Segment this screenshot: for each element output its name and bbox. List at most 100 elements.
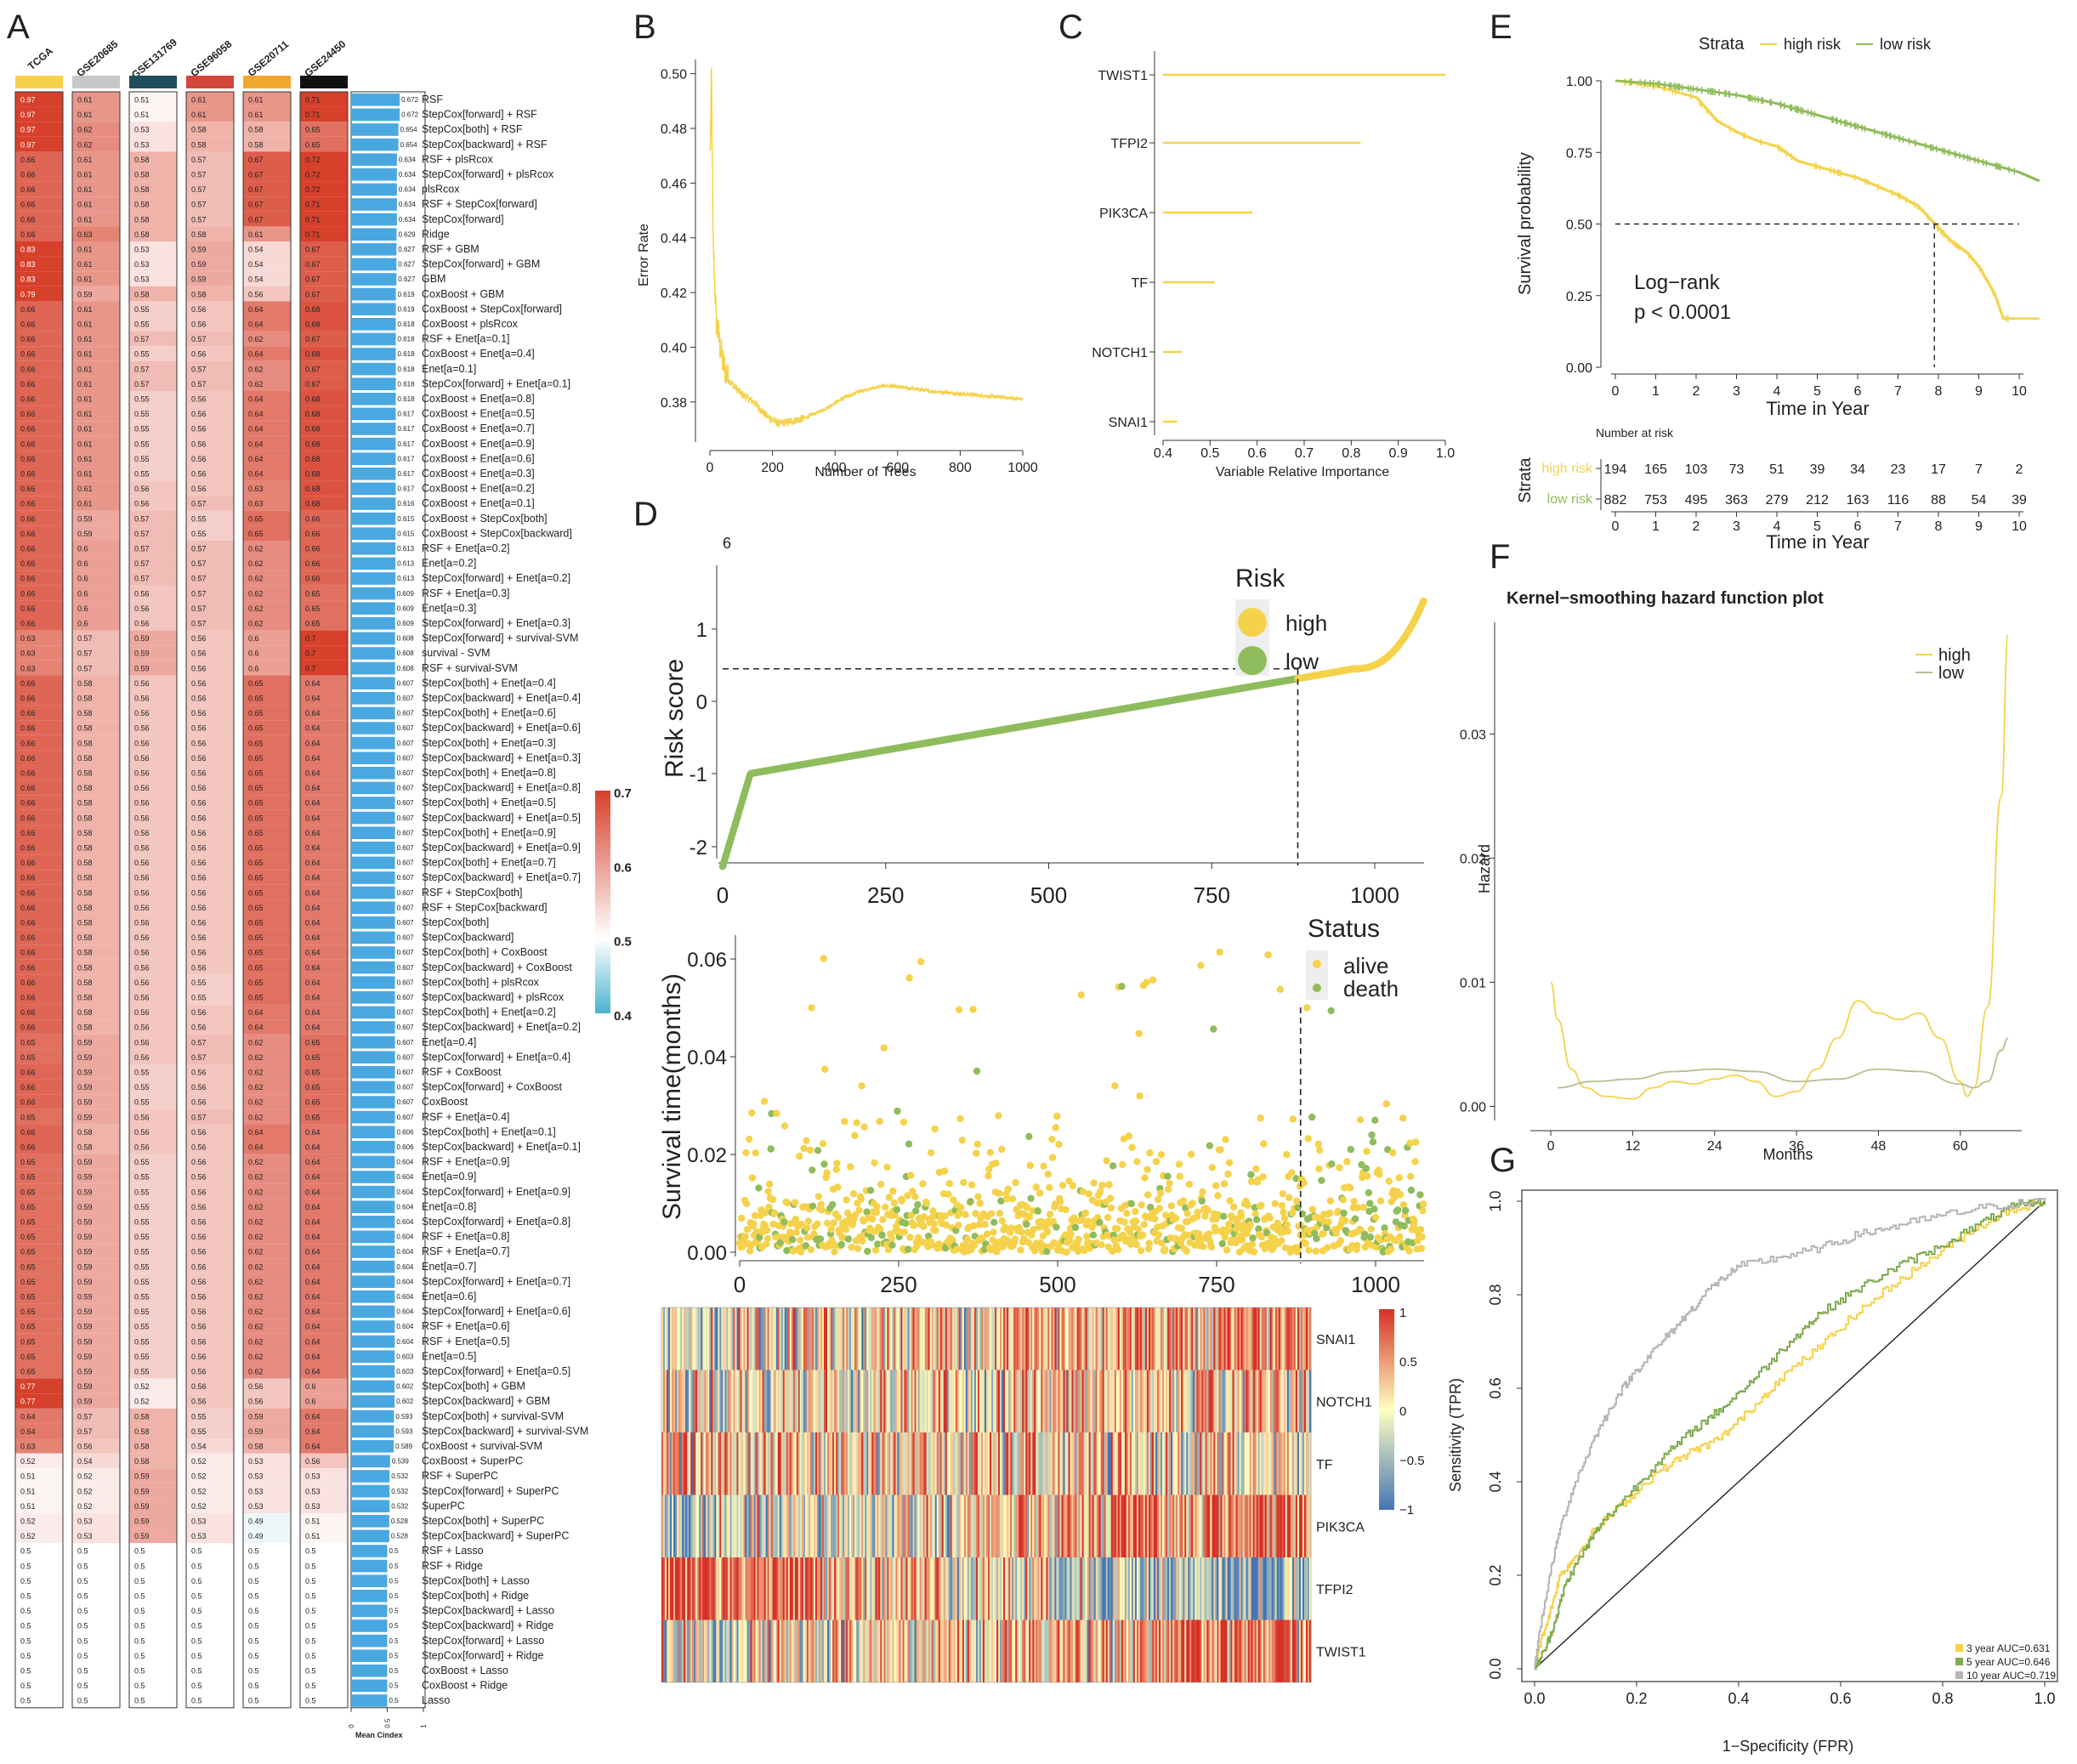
heat-cell [72,720,120,735]
cell-value: 0.52 [77,1487,93,1495]
cell-value: 0.67 [248,185,264,194]
legend-label: alive [1343,953,1388,978]
survival-point [1312,1247,1319,1256]
cell-value: 0.58 [77,814,93,822]
mean-bar [351,706,395,720]
panel-d-expression-heatmap: SNAI1NOTCH1TFPIK3CATFPI2TWIST110.50−0.5−… [661,1306,1425,1683]
heat-cell [15,376,63,391]
cell-value: 0.56 [191,470,207,479]
survival-point [957,1204,965,1211]
cell-value: 0.66 [20,978,36,987]
cell-value: 0.66 [20,305,36,314]
cell-value: 0.6 [77,559,88,568]
heat-cell [15,391,63,406]
mean-bar [351,886,395,899]
cell-value: 0.56 [191,1353,207,1361]
mean-bar [351,348,396,360]
heat-cell [72,675,120,690]
heat-cell [129,1183,177,1200]
mean-value: 0.606 [397,1128,415,1136]
cell-value: 0.5 [248,1667,259,1676]
cell-value: 0.58 [77,874,93,882]
survival-point [1293,1197,1301,1205]
heat-cell [72,990,120,1005]
heat-cell [129,122,177,137]
heat-cell [72,1109,120,1125]
survival-point [1417,1245,1426,1252]
survival-point [1419,1200,1427,1208]
heat-cell [72,1408,120,1424]
cell-value: 0.5 [134,1547,145,1556]
survival-point [1224,1170,1232,1178]
survival-point [1139,1231,1147,1239]
cell-value: 0.5 [248,1592,259,1601]
cell-value: 0.65 [20,1188,36,1196]
cell-value: 0.57 [191,185,207,194]
cell-value: 0.56 [191,1008,207,1017]
cell-value: 0.5 [305,1592,316,1601]
cell-value: 0.68 [305,320,321,329]
y-tick-label: 0.02 [687,1144,727,1167]
heat-cell [129,1169,177,1184]
heat-cell [72,1319,120,1334]
heat-cell [186,1169,234,1184]
survival-point [1394,1206,1402,1214]
survival-point [1325,1209,1334,1217]
cell-value: 0.56 [134,604,150,613]
survival-point [1189,1200,1196,1207]
cell-value: 0.58 [134,1457,150,1466]
mean-bar [351,1245,395,1258]
cell-value: 0.56 [191,320,207,329]
cell-value: 0.62 [248,1248,264,1256]
mean-value: 0.607 [397,679,415,687]
survival-point [834,1213,843,1222]
survival-point [806,1146,814,1154]
heat-cell [72,1557,120,1574]
cell-value: 0.58 [77,769,93,778]
heat-cell [186,915,234,930]
heat-cell [186,1423,234,1438]
heat-cell [243,780,291,796]
heat-cell [129,226,177,241]
heat-cell [129,1468,177,1483]
survival-point [1179,1197,1188,1205]
cell-value: 0.77 [20,1398,36,1406]
cell-value: 0.52 [134,1382,150,1391]
heat-cell [129,1632,177,1648]
heat-cell [15,690,63,706]
cell-value: 0.56 [191,814,207,822]
cell-value: 0.64 [305,695,321,703]
cell-value: 0.49 [248,1532,264,1540]
model-name: StepCox[forward] + CoxBoost [422,1081,563,1093]
cell-value: 0.5 [305,1547,316,1556]
mean-bar [351,1216,395,1228]
model-name: StepCox[backward] + RSF [422,139,548,150]
heat-cell [186,301,234,316]
mean-bar [351,1035,395,1049]
cell-value: 0.5 [20,1547,31,1556]
cell-value: 0.61 [77,365,93,373]
mean-bar [351,1679,388,1693]
cell-value: 0.5 [191,1592,202,1601]
heat-cell [186,809,234,825]
cell-value: 0.64 [305,1024,321,1032]
heat-cell [72,525,120,541]
panel-label-E: E [1490,9,1512,46]
heat-cell [15,1693,63,1708]
cell-value: 0.66 [20,1143,36,1152]
heat-cell [129,1557,177,1574]
survival-point [1364,1172,1371,1180]
heat-cell [15,1064,63,1080]
heat-cell [129,1513,177,1529]
heat-cell [15,750,63,765]
mean-bar [351,1455,390,1468]
mean-value: 0.627 [398,246,416,253]
mean-value: 0.606 [397,1143,415,1151]
mean-value: 0.604 [396,1203,414,1211]
heat-cell [243,391,291,406]
heat-cell [129,915,177,930]
cell-value: 0.66 [20,1083,36,1092]
mean-value: 0.607 [397,1024,415,1031]
cell-value: 0.61 [77,111,93,119]
heat-cell [129,1438,177,1454]
